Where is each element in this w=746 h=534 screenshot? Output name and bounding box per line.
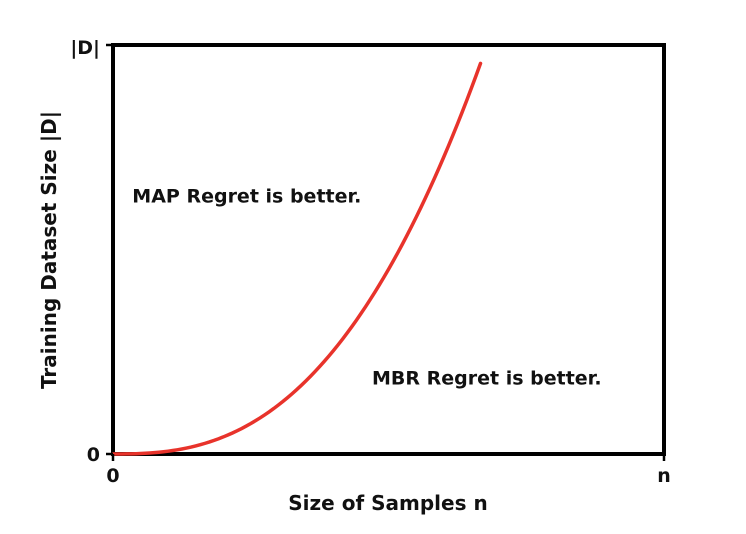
regret-boundary-curve: [111, 61, 483, 456]
y-tick-zero: 0: [87, 444, 100, 466]
x-axis-label: Size of Samples n: [288, 491, 487, 515]
tick-marks: [106, 43, 666, 461]
x-tick-n: n: [657, 465, 671, 487]
map-region-annotation: MAP Regret is better.: [132, 186, 361, 208]
plot-frame: [111, 43, 666, 456]
mbr-region-annotation: MBR Regret is better.: [372, 368, 602, 390]
y-axis-label: Training Dataset Size |D|: [37, 111, 61, 389]
y-tick-top: |D|: [70, 37, 100, 59]
x-tick-zero: 0: [106, 465, 119, 487]
